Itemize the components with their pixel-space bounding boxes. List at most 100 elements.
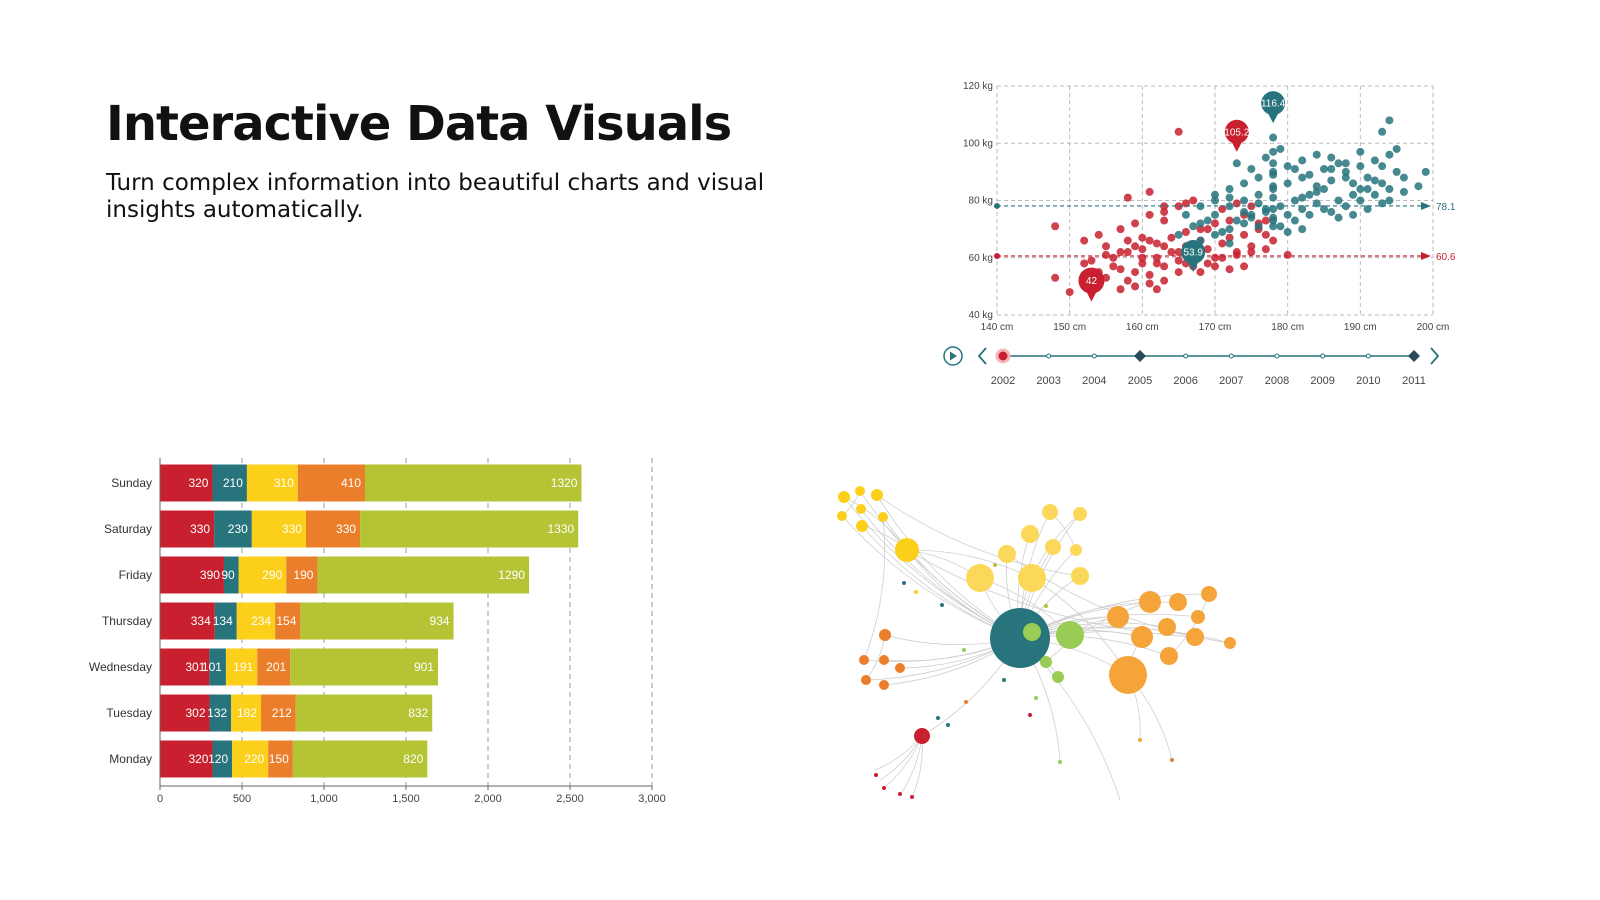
scatter-point bbox=[1145, 270, 1154, 279]
stacked-bar-chart: 0 500 1,000 1,500 2,000 2,500 3,000 Sunday 320 21… bbox=[89, 458, 666, 805]
scatter-point bbox=[1269, 133, 1278, 142]
scatter-point bbox=[1218, 227, 1227, 236]
guide-start-dot bbox=[994, 253, 1000, 260]
scatter-point bbox=[1145, 187, 1154, 196]
scatter-point bbox=[1283, 227, 1292, 236]
bar-value-label: 234 bbox=[251, 614, 271, 628]
bar-value-label: 191 bbox=[233, 660, 253, 674]
bar-value-label: 120 bbox=[208, 752, 228, 766]
network-node bbox=[1058, 760, 1062, 764]
scatter-point bbox=[1261, 205, 1270, 214]
scatter-point bbox=[1232, 250, 1241, 259]
chevron-right-icon[interactable] bbox=[1430, 347, 1440, 365]
x-tick-label: 500 bbox=[233, 793, 251, 805]
bar-value-label: 230 bbox=[228, 522, 248, 536]
x-tick-label: 2,000 bbox=[474, 793, 502, 805]
scatter-point bbox=[1160, 242, 1169, 251]
timeline-year-label: 2007 bbox=[1219, 375, 1243, 387]
bar-segment bbox=[251, 510, 306, 548]
scatter-point bbox=[1094, 230, 1103, 239]
scatter-point bbox=[1298, 156, 1307, 165]
scatter-point bbox=[1269, 170, 1278, 179]
scatter-point bbox=[1370, 190, 1379, 199]
scatter-point bbox=[1051, 222, 1060, 231]
timeline-tick bbox=[1365, 353, 1371, 359]
scatter-point bbox=[1269, 222, 1278, 231]
scatter-point bbox=[1174, 256, 1183, 265]
network-node bbox=[1131, 626, 1153, 648]
bar-segment bbox=[236, 602, 276, 640]
scatter-point bbox=[1211, 210, 1219, 219]
bar-segment bbox=[223, 556, 239, 594]
guide-arrow bbox=[1421, 252, 1431, 261]
page-title: Interactive Data Visuals bbox=[106, 96, 732, 152]
bar-segment bbox=[212, 740, 233, 778]
scatter-point bbox=[1232, 159, 1241, 168]
bar-segment bbox=[160, 648, 210, 686]
bar-value-label: 330 bbox=[190, 522, 210, 536]
scatter-point bbox=[1276, 144, 1285, 153]
x-tick-label: 140 cm bbox=[981, 322, 1014, 333]
scatter-point bbox=[1269, 159, 1278, 168]
network-node bbox=[1138, 738, 1142, 742]
network-node bbox=[1021, 525, 1039, 543]
play-button[interactable] bbox=[943, 346, 963, 366]
network-node bbox=[936, 716, 940, 720]
timeline-marker bbox=[1134, 350, 1146, 362]
bar-segment bbox=[246, 464, 298, 502]
network-edge bbox=[876, 494, 1081, 577]
scatter-point bbox=[1320, 165, 1328, 174]
scatter-point bbox=[1211, 253, 1219, 262]
network-node bbox=[1073, 507, 1087, 521]
chevron-left-icon[interactable] bbox=[977, 347, 987, 365]
scatter-point bbox=[1356, 196, 1365, 205]
timeline-handle[interactable] bbox=[995, 348, 1011, 364]
scatter-point bbox=[1370, 176, 1379, 185]
scatter-point bbox=[1232, 216, 1241, 225]
bar-value-label: 310 bbox=[274, 476, 294, 490]
network-node bbox=[879, 655, 889, 665]
timeline-year-label: 2009 bbox=[1310, 375, 1334, 387]
scatter-point bbox=[1174, 248, 1183, 257]
network-node bbox=[910, 795, 914, 799]
bar-value-label: 820 bbox=[403, 752, 423, 766]
x-tick-label: 1,000 bbox=[310, 793, 338, 805]
network-node bbox=[914, 590, 918, 594]
scatter-point bbox=[1152, 239, 1161, 248]
bar-value-label: 901 bbox=[414, 660, 434, 674]
timeline-year-label: 2011 bbox=[1402, 375, 1426, 387]
scatter-point bbox=[1196, 225, 1205, 234]
bar-value-label: 190 bbox=[293, 568, 313, 582]
scatter-point bbox=[1283, 162, 1292, 171]
network-node bbox=[902, 581, 906, 585]
scatter-point bbox=[1080, 259, 1089, 268]
network-edge bbox=[860, 508, 1021, 639]
bar-value-label: 330 bbox=[336, 522, 356, 536]
timeline-tick bbox=[1183, 353, 1189, 359]
scatter-point bbox=[1196, 268, 1205, 277]
bar-segment bbox=[295, 694, 433, 732]
timeline-tick bbox=[1046, 353, 1052, 359]
scatter-point bbox=[1196, 219, 1205, 228]
guide-start-dot bbox=[994, 202, 1000, 209]
scatter-point bbox=[1349, 210, 1358, 219]
scatter-point bbox=[1225, 193, 1234, 202]
scatter-point bbox=[1160, 207, 1169, 216]
scatter-point bbox=[1203, 225, 1212, 234]
bar-segment bbox=[268, 740, 293, 778]
scatter-point bbox=[1261, 245, 1270, 254]
bar-value-label: 1290 bbox=[498, 568, 525, 582]
network-node bbox=[940, 603, 944, 607]
bar-segment bbox=[286, 556, 318, 594]
network-node bbox=[1028, 713, 1032, 717]
scatter-point bbox=[1298, 205, 1307, 214]
scatter-point bbox=[1385, 150, 1394, 159]
scatter-point bbox=[1211, 230, 1219, 239]
scatter-point bbox=[1421, 167, 1430, 176]
scatter-point bbox=[1225, 185, 1234, 194]
scatter-point bbox=[1203, 216, 1212, 225]
bar-value-label: 302 bbox=[185, 706, 205, 720]
bar-value-label: 334 bbox=[191, 614, 211, 628]
bar-segment bbox=[290, 648, 438, 686]
network-edge bbox=[863, 516, 886, 661]
